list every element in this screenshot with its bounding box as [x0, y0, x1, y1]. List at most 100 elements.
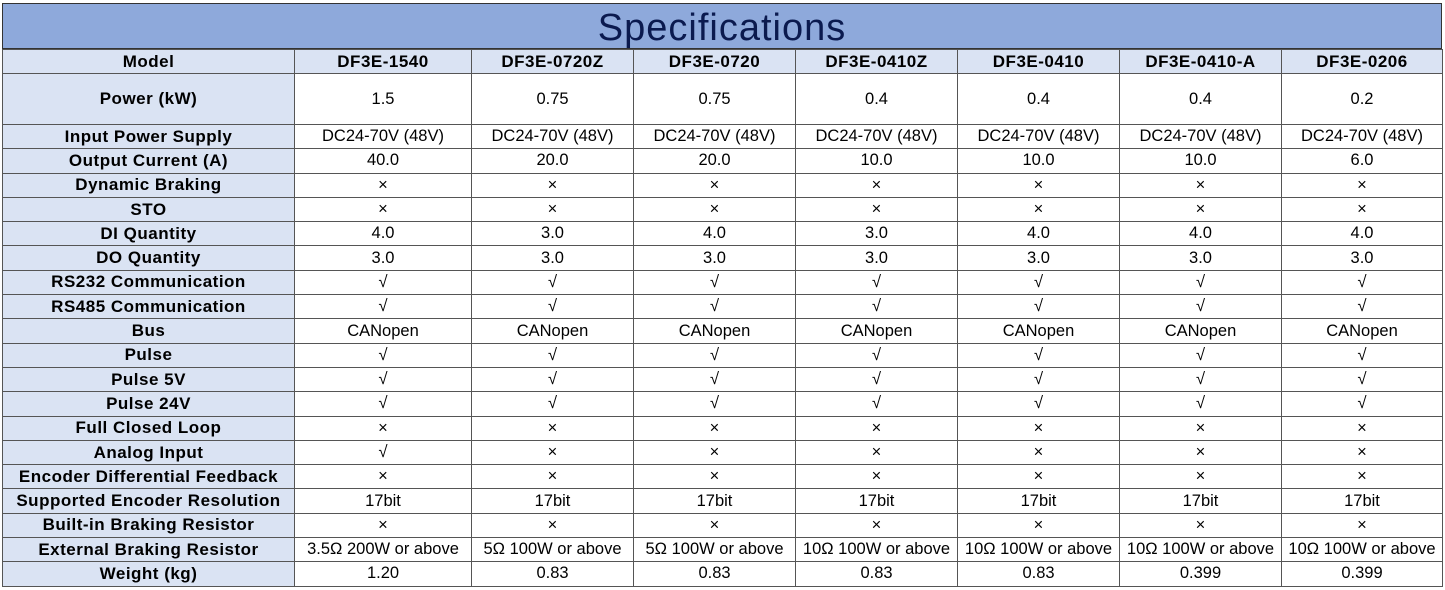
spec-value: CANopen: [957, 318, 1120, 344]
spec-value: CANopen: [294, 318, 472, 344]
spec-value: ×: [1281, 439, 1443, 466]
spec-value: √: [1119, 294, 1282, 320]
spec-row: Weight (kg) 1.20 0.83 0.83 0.83 0.83 0.399 0.39…: [2, 561, 1443, 587]
spec-value: ×: [294, 464, 472, 490]
spec-row: DO Quantity 3.0 3.0 3.0 3.0 3.0 3.0 3.0: [2, 245, 1443, 271]
spec-value: 3.0: [633, 245, 796, 271]
spec-value: CANopen: [1119, 318, 1282, 344]
table-body: Model DF3E-1540 DF3E-0720Z DF3E-0720 DF3E-04…: [2, 49, 1443, 587]
header-label: Model: [2, 49, 295, 74]
title: Specifications: [2, 3, 1442, 49]
spec-value: CANopen: [633, 318, 796, 344]
spec-value: √: [795, 391, 958, 417]
spec-value: 10Ω 100W or above: [795, 537, 958, 563]
spec-value: 4.0: [1119, 221, 1282, 247]
spec-label: Encoder Differential Feedback: [2, 464, 295, 490]
spec-value: ×: [1281, 512, 1443, 539]
spec-value: 10.0: [795, 148, 958, 174]
spec-value: √: [633, 294, 796, 320]
spec-row: Pulse 5V √ √ √ √ √ √ √: [2, 366, 1443, 393]
header-row: Model DF3E-1540 DF3E-0720Z DF3E-0720 DF3E-04…: [2, 49, 1443, 74]
spec-row: Power (kW) 1.5 0.75 0.75 0.4 0.4 0.4 0.2: [2, 73, 1443, 125]
spec-value: √: [795, 342, 958, 368]
spec-value: ×: [471, 172, 634, 198]
spec-value: 17bit: [294, 488, 472, 514]
spec-value: ×: [471, 415, 634, 441]
spec-value: √: [471, 391, 634, 417]
spec-row: STO × × × × × × ×: [2, 196, 1443, 223]
spec-value: 17bit: [633, 488, 796, 514]
spec-value: 3.0: [1119, 245, 1282, 271]
spec-value: √: [294, 391, 472, 417]
spec-value: 4.0: [1281, 221, 1443, 247]
spec-sheet: Specifications Model DF3E-1540 DF3E-0720Z D…: [2, 3, 1443, 587]
spec-row: RS232 Communication √ √ √ √ √ √ √: [2, 269, 1443, 296]
spec-value: √: [633, 342, 796, 368]
spec-value: 0.399: [1281, 561, 1443, 587]
spec-label: RS485 Communication: [2, 294, 295, 320]
spec-value: ×: [633, 439, 796, 466]
spec-row: DI Quantity 4.0 3.0 4.0 3.0 4.0 4.0 4.0: [2, 221, 1443, 247]
model-name: DF3E-1540: [294, 49, 472, 74]
spec-value: ×: [957, 415, 1120, 441]
spec-value: √: [1119, 342, 1282, 368]
spec-value: √: [294, 269, 472, 296]
spec-value: 17bit: [957, 488, 1120, 514]
spec-value: 10.0: [1119, 148, 1282, 174]
spec-value: 0.2: [1281, 73, 1443, 125]
spec-value: √: [795, 269, 958, 296]
spec-value: DC24-70V (48V): [795, 123, 958, 150]
spec-label: Analog Input: [2, 439, 295, 466]
spec-value: ×: [294, 415, 472, 441]
spec-value: 0.83: [795, 561, 958, 587]
spec-value: ×: [1119, 172, 1282, 198]
spec-value: ×: [957, 172, 1120, 198]
spec-value: 20.0: [633, 148, 796, 174]
spec-value: 0.4: [1119, 73, 1282, 125]
spec-value: √: [1281, 294, 1443, 320]
spec-value: √: [294, 294, 472, 320]
spec-value: ×: [294, 172, 472, 198]
spec-value: 0.75: [471, 73, 634, 125]
spec-value: √: [1281, 342, 1443, 368]
spec-value: 1.20: [294, 561, 472, 587]
spec-value: ×: [1119, 464, 1282, 490]
spec-value: 3.0: [795, 245, 958, 271]
spec-label: Dynamic Braking: [2, 172, 295, 198]
spec-value: 3.5Ω 200W or above: [294, 537, 472, 563]
spec-value: 3.0: [471, 221, 634, 247]
spec-value: DC24-70V (48V): [1281, 123, 1443, 150]
spec-value: 0.83: [957, 561, 1120, 587]
spec-value: 17bit: [1281, 488, 1443, 514]
spec-value: √: [471, 342, 634, 368]
spec-table: Model DF3E-1540 DF3E-0720Z DF3E-0720 DF3E-04…: [2, 49, 1443, 587]
spec-row: RS485 Communication √ √ √ √ √ √ √: [2, 294, 1443, 320]
spec-value: 0.4: [957, 73, 1120, 125]
spec-value: √: [471, 269, 634, 296]
spec-row: Bus CANopen CANopen CANopen CANopen CANopen CA…: [2, 318, 1443, 344]
spec-value: √: [633, 391, 796, 417]
spec-value: ×: [1281, 196, 1443, 223]
model-name: DF3E-0206: [1281, 49, 1443, 74]
spec-row: Encoder Differential Feedback × × × × × × ×: [2, 464, 1443, 490]
spec-value: √: [957, 269, 1120, 296]
spec-value: 3.0: [795, 221, 958, 247]
spec-value: √: [1119, 366, 1282, 393]
spec-value: 40.0: [294, 148, 472, 174]
spec-value: √: [1281, 269, 1443, 296]
spec-value: ×: [1281, 172, 1443, 198]
spec-value: ×: [1119, 439, 1282, 466]
spec-value: ×: [471, 196, 634, 223]
spec-value: ×: [633, 415, 796, 441]
spec-value: ×: [957, 512, 1120, 539]
spec-value: ×: [633, 196, 796, 223]
spec-value: 10.0: [957, 148, 1120, 174]
spec-label: DI Quantity: [2, 221, 295, 247]
spec-value: 0.4: [795, 73, 958, 125]
spec-row: Full Closed Loop × × × × × × ×: [2, 415, 1443, 441]
model-name: DF3E-0410-A: [1119, 49, 1282, 74]
spec-label: Pulse 5V: [2, 366, 295, 393]
spec-value: 4.0: [294, 221, 472, 247]
spec-value: CANopen: [1281, 318, 1443, 344]
spec-value: ×: [633, 172, 796, 198]
